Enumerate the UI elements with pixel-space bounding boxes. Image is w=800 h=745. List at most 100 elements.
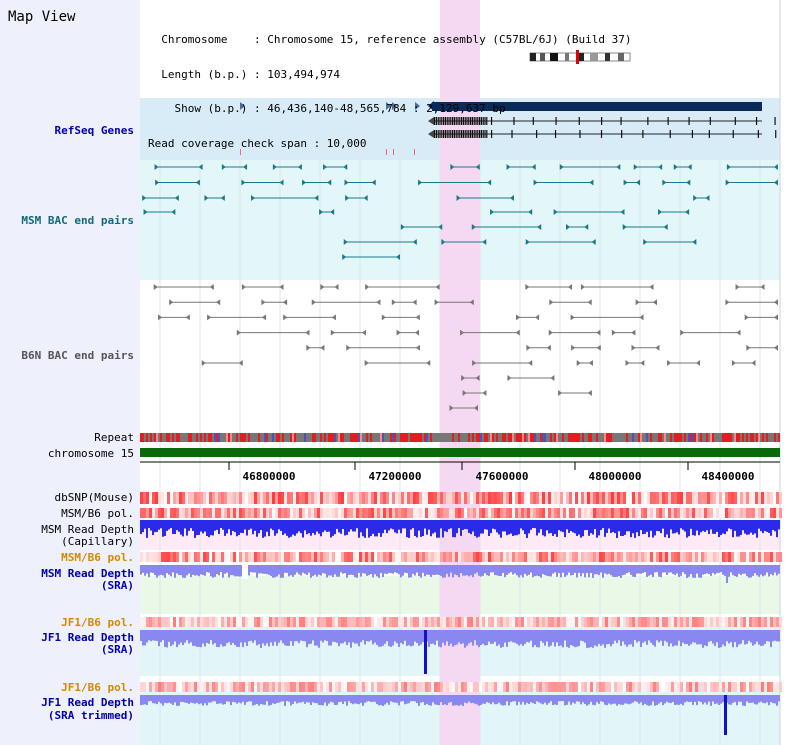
jf1-depth-trimmed-bar	[742, 695, 744, 706]
jf1-b6-pol-heat	[275, 617, 278, 627]
dbsnp-heat	[752, 492, 755, 504]
msm-depth-capillary-bar	[606, 520, 608, 533]
msm-b6-pol-heat	[683, 552, 686, 562]
track-label-b6n-bac[interactable]: B6N BAC end pairs	[21, 349, 134, 362]
jf1-b6-pol-heat	[752, 617, 755, 627]
msm-b6-pol-heat	[602, 552, 605, 562]
track-label-jf1-depth-trimmed[interactable]: JF1 Read Depth	[41, 696, 134, 709]
jf1-depth-sra-bar	[400, 630, 402, 643]
repeat-segment	[330, 433, 332, 442]
track-label-msm-depth-capillary[interactable]: MSM Read Depth	[41, 523, 134, 536]
b6n-bac-pair-end	[568, 284, 573, 290]
jf1-b6-pol-heat	[338, 682, 341, 692]
msm-depth-sra-bar	[306, 565, 308, 576]
msm-b6-pol-heat	[143, 508, 146, 518]
msm-b6-pol-heat	[638, 552, 641, 562]
track-label-msm-bac[interactable]: MSM BAC end pairs	[21, 214, 134, 227]
msm-depth-sra-bar	[208, 565, 210, 573]
b6n-bac-pair-end	[469, 299, 474, 306]
jf1-b6-pol-heat	[371, 617, 374, 627]
jf1-b6-pol-heat	[197, 682, 200, 692]
track-label-jf1-b6-pol-1[interactable]: JF1/B6 pol.	[61, 616, 134, 629]
msm-b6-pol-heat	[617, 508, 620, 518]
jf1-depth-sra-bar	[168, 630, 170, 642]
msm-depth-sra-bar	[504, 565, 506, 578]
b6n-bac-pair-end	[396, 329, 401, 336]
dbsnp-heat	[707, 492, 710, 504]
track-label-chromosome[interactable]: chromosome 15	[47, 447, 134, 460]
msm-depth-sra-bar	[704, 565, 706, 575]
dbsnp-heat	[725, 492, 728, 504]
jf1-b6-pol-heat	[704, 682, 707, 692]
jf1-depth-trimmed-bar	[606, 695, 608, 706]
msm-bac-pair-end	[241, 179, 246, 186]
jf1-depth-sra-bar	[346, 630, 348, 646]
msm-b6-pol-heat	[455, 552, 458, 562]
repeat-segment	[496, 433, 498, 442]
jf1-depth-sra-bar	[768, 630, 770, 642]
jf1-depth-trimmed-bar	[766, 695, 768, 703]
msm-depth-capillary-bar	[334, 520, 336, 535]
jf1-b6-pol-heat	[269, 682, 272, 692]
b6n-bac-pair-end	[680, 329, 685, 336]
msm-b6-pol-heat	[236, 508, 239, 518]
msm-b6-pol-heat	[215, 552, 218, 562]
b6n-bac-pair-end	[305, 329, 310, 336]
jf1-b6-pol-heat	[167, 682, 170, 692]
track-label-repeat[interactable]: Repeat	[94, 431, 134, 444]
repeat-segment	[370, 433, 372, 442]
msm-bac-pair-end	[531, 164, 536, 170]
msm-depth-capillary-bar	[678, 520, 680, 535]
msm-b6-pol-heat	[140, 552, 143, 562]
msm-b6-pol-heat	[467, 552, 470, 562]
jf1-b6-pol-heat	[248, 617, 251, 627]
ideogram-band	[550, 53, 558, 61]
msm-b6-pol-heat	[281, 552, 284, 562]
msm-depth-sra-bar	[500, 565, 502, 576]
msm-depth-sra-bar	[710, 565, 712, 576]
jf1-depth-trimmed-bar	[584, 695, 586, 705]
msm-b6-pol-heat	[665, 508, 668, 518]
b6n-bac-pair-end	[631, 329, 636, 336]
msm-b6-pol-heat	[377, 508, 380, 518]
jf1-depth-trimmed-bar	[186, 695, 188, 704]
jf1-depth-trimmed-bar	[748, 695, 750, 703]
track-label-msm-b6-pol-1[interactable]: MSM/B6 pol.	[61, 507, 134, 520]
msm-depth-capillary-bar	[238, 520, 240, 535]
track-label-refseq[interactable]: RefSeq Genes	[54, 124, 134, 137]
jf1-b6-pol-heat	[383, 682, 386, 692]
jf1-b6-pol-heat	[629, 617, 632, 627]
jf1-b6-pol-heat	[554, 682, 557, 692]
gene-exon	[466, 117, 468, 125]
jf1-depth-trimmed-bar	[258, 695, 260, 706]
dbsnp-heat	[158, 492, 161, 504]
msm-depth-capillary-bar	[270, 520, 272, 529]
track-label-dbsnp[interactable]: dbSNP(Mouse)	[54, 491, 134, 504]
jf1-b6-pol-heat	[677, 617, 680, 627]
msm-depth-capillary-bar	[348, 520, 350, 532]
msm-b6-pol-heat	[491, 508, 494, 518]
track-label-msm-b6-pol-2[interactable]: MSM/B6 pol.	[61, 551, 134, 564]
repeat-segment	[526, 433, 528, 442]
msm-b6-pol-heat	[548, 552, 551, 562]
msm-depth-capillary-bar	[158, 520, 160, 530]
msm-depth-sra-bar	[568, 565, 570, 573]
dbsnp-heat	[767, 492, 770, 504]
jf1-b6-pol-heat	[578, 682, 581, 692]
jf1-depth-sra-bar	[158, 630, 160, 647]
jf1-depth-sra-bar	[310, 630, 312, 644]
msm-bac-pair-end	[396, 254, 400, 260]
jf1-depth-sra-bar	[756, 630, 758, 642]
msm-depth-sra-bar	[490, 565, 492, 573]
track-label-jf1-b6-pol-2[interactable]: JF1/B6 pol.	[61, 681, 134, 694]
b6n-bac-pair-end	[735, 284, 740, 290]
jf1-b6-pol-heat	[467, 617, 470, 627]
msm-b6-pol-heat	[752, 552, 755, 562]
track-label-jf1-depth-sra[interactable]: JF1 Read Depth	[41, 631, 134, 644]
jf1-depth-sra-bar	[568, 630, 570, 648]
jf1-depth-trimmed-bar	[566, 695, 568, 705]
jf1-b6-pol-heat	[458, 617, 461, 627]
repeat-segment	[364, 433, 366, 442]
track-label-msm-depth-sra[interactable]: MSM Read Depth	[41, 567, 134, 580]
